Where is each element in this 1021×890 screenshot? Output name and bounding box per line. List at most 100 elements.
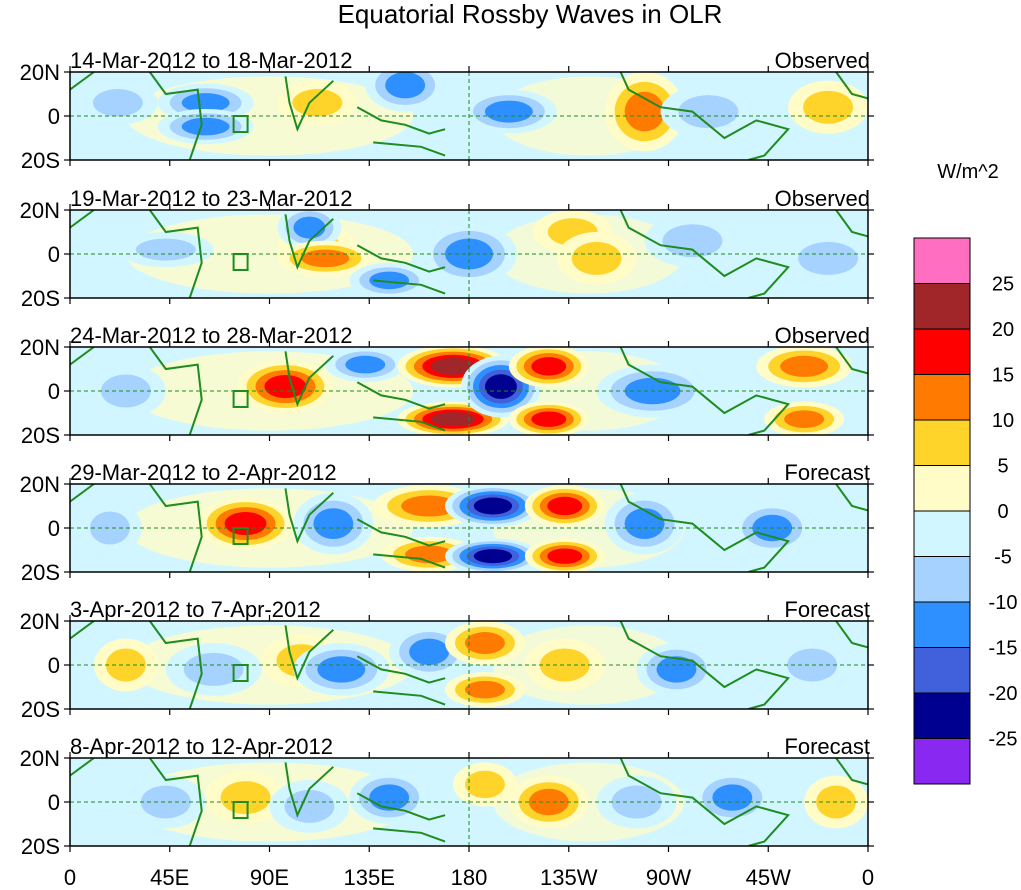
olr-contour bbox=[712, 784, 753, 811]
olr-contour bbox=[140, 785, 191, 819]
olr-contour bbox=[401, 495, 458, 517]
olr-contour bbox=[292, 89, 343, 117]
lat-label: 20N bbox=[20, 335, 60, 360]
coastline bbox=[284, 625, 334, 682]
coastline bbox=[284, 488, 334, 545]
olr-contour bbox=[473, 497, 513, 515]
olr-contour bbox=[539, 648, 590, 682]
coastline bbox=[835, 72, 868, 100]
lat-label: 20S bbox=[21, 560, 60, 585]
colorbar-label: -10 bbox=[989, 592, 1018, 614]
olr-contour bbox=[473, 549, 513, 564]
panel-status: Forecast bbox=[784, 734, 870, 759]
olr-contour bbox=[571, 241, 622, 275]
colorbar-swatch bbox=[913, 510, 971, 557]
colorbar-label: 5 bbox=[997, 456, 1008, 478]
olr-contour bbox=[547, 496, 583, 516]
olr-contour bbox=[135, 238, 196, 261]
lon-label: 0 bbox=[862, 865, 874, 890]
panel-6: 8-Apr-2012 to 12-Apr-2012 Forecast 20N 0 20S bbox=[20, 734, 874, 859]
olr-contour bbox=[369, 271, 410, 290]
lat-label: 0 bbox=[48, 242, 60, 267]
lon-label: 180 bbox=[451, 865, 488, 890]
panel-map bbox=[70, 621, 868, 709]
colorbar-label: 0 bbox=[997, 501, 1008, 523]
olr-contour bbox=[656, 656, 697, 683]
colorbar-swatch bbox=[913, 556, 971, 603]
panel-date-range: 3-Apr-2012 to 7-Apr-2012 bbox=[70, 597, 321, 622]
panel-map bbox=[70, 347, 868, 435]
longitude-labels: 0 45E 90E 135E 180 135W 90W 45W 0 bbox=[64, 865, 874, 890]
olr-contour bbox=[293, 216, 326, 239]
olr-contour bbox=[317, 656, 366, 683]
panel-date-range: 14-Mar-2012 to 18-Mar-2012 bbox=[70, 48, 352, 73]
colorbar-label: -25 bbox=[989, 729, 1018, 751]
coastline bbox=[835, 347, 868, 375]
coastline bbox=[835, 210, 868, 238]
coastline bbox=[70, 621, 203, 709]
olr-contour bbox=[183, 652, 244, 686]
coastline bbox=[70, 347, 203, 435]
panel-date-range: 24-Mar-2012 to 28-Mar-2012 bbox=[70, 323, 352, 348]
olr-contour bbox=[624, 508, 665, 539]
olr-contour bbox=[92, 89, 143, 117]
panels-group: 14-Mar-2012 to 18-Mar-2012 Observed 20N 0 20… bbox=[20, 48, 874, 859]
olr-contour bbox=[385, 72, 426, 99]
lat-label: 0 bbox=[48, 653, 60, 678]
coastline bbox=[835, 758, 868, 786]
coastline bbox=[619, 484, 791, 572]
coastline bbox=[619, 758, 791, 846]
panel-date-range: 29-Mar-2012 to 2-Apr-2012 bbox=[70, 460, 337, 485]
colorbar-swatch bbox=[913, 738, 971, 785]
olr-contour bbox=[313, 508, 354, 539]
coastline bbox=[619, 621, 791, 709]
lat-label: 20N bbox=[20, 472, 60, 497]
olr-contour bbox=[547, 548, 583, 564]
coastline bbox=[284, 762, 334, 819]
colorbar-swatch bbox=[913, 692, 971, 739]
coastline bbox=[619, 347, 791, 435]
olr-contour bbox=[105, 648, 146, 682]
lon-label: 45W bbox=[746, 865, 791, 890]
lon-label: 0 bbox=[64, 865, 76, 890]
panel-status: Observed bbox=[775, 323, 870, 348]
coastline bbox=[284, 351, 334, 408]
olr-contour bbox=[181, 117, 230, 136]
olr-contour bbox=[345, 355, 386, 374]
olr-contour bbox=[369, 784, 410, 811]
coastline bbox=[284, 214, 334, 271]
olr-contour bbox=[484, 100, 533, 123]
olr-contour bbox=[465, 680, 505, 699]
olr-contour bbox=[89, 511, 130, 545]
panel-date-range: 19-Mar-2012 to 23-Mar-2012 bbox=[70, 186, 352, 211]
colorbar-label: 25 bbox=[992, 274, 1014, 296]
olr-contour bbox=[301, 249, 350, 268]
panel-2: 19-Mar-2012 to 23-Mar-2012 Observed 20N 0 20… bbox=[20, 186, 874, 311]
colorbar-swatch bbox=[913, 374, 971, 421]
lat-label: 0 bbox=[48, 379, 60, 404]
panel-5: 3-Apr-2012 to 7-Apr-2012 Forecast 20N 0 20S bbox=[20, 597, 874, 722]
lon-label: 45E bbox=[150, 865, 189, 890]
olr-contour bbox=[678, 95, 739, 129]
coastline bbox=[70, 210, 203, 298]
panel-map bbox=[70, 210, 868, 298]
coastline bbox=[70, 484, 203, 572]
olr-contour bbox=[662, 224, 723, 258]
coastline bbox=[70, 72, 203, 160]
olr-contour bbox=[803, 90, 854, 124]
colorbar-swatch bbox=[913, 419, 971, 466]
olr-contour bbox=[780, 355, 829, 377]
olr-contour bbox=[264, 375, 307, 399]
panel-date-range: 8-Apr-2012 to 12-Apr-2012 bbox=[70, 734, 333, 759]
lat-label: 20S bbox=[21, 697, 60, 722]
panel-status: Forecast bbox=[784, 597, 870, 622]
colorbar-label: 15 bbox=[992, 365, 1014, 387]
colorbar-swatch bbox=[913, 647, 971, 694]
olr-contour bbox=[465, 770, 505, 799]
figure-title: Equatorial Rossby Waves in OLR bbox=[338, 0, 723, 29]
lat-label: 20S bbox=[21, 423, 60, 448]
panel-status: Observed bbox=[775, 48, 870, 73]
panel-1: 14-Mar-2012 to 18-Mar-2012 Observed 20N 0 20… bbox=[20, 48, 874, 173]
lat-label: 0 bbox=[48, 516, 60, 541]
